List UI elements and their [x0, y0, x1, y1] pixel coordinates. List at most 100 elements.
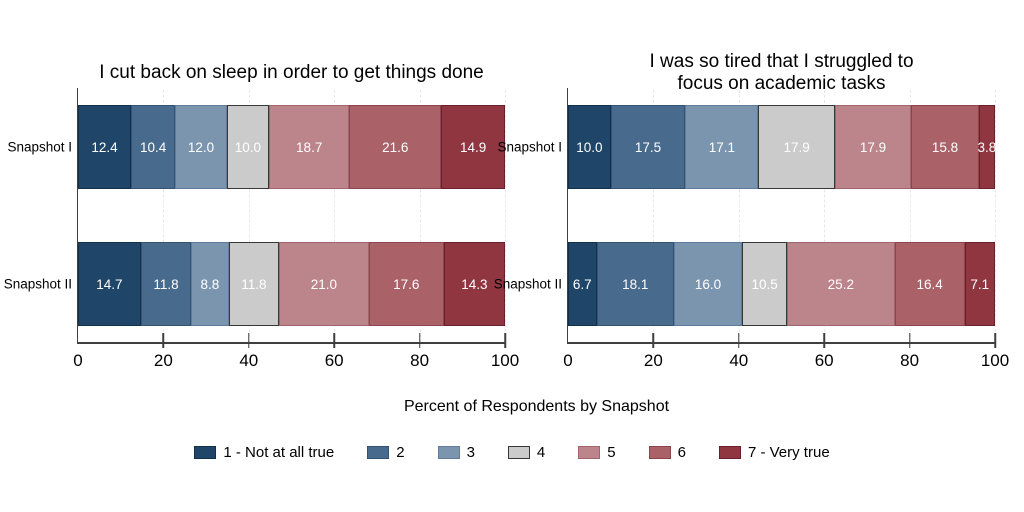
bar-segment: 15.8	[911, 105, 979, 189]
bar-segment: 21.0	[279, 242, 369, 326]
x-tick-mark	[652, 333, 655, 348]
bar-segment: 18.7	[269, 105, 350, 189]
legend-swatch	[437, 446, 460, 459]
bar-segment: 10.0	[568, 105, 611, 189]
bar-segment-value: 21.6	[382, 139, 409, 155]
bar-segment: 17.6	[368, 242, 444, 326]
bar-segment: 17.1	[685, 105, 759, 189]
bar-row: 6.7 18.1 16.0 10.5 25.2 16.4 7.1	[568, 242, 995, 326]
bar-segment: 8.8	[191, 242, 229, 326]
gridline	[163, 90, 165, 342]
x-tick-label: 60	[324, 351, 344, 370]
x-tick-mark	[418, 333, 421, 348]
bar-segment-value: 14.7	[96, 276, 123, 292]
x-tick-mark	[908, 333, 911, 348]
gridline	[248, 90, 250, 342]
bar-segment-value: 10.0	[576, 139, 603, 155]
legend-swatch	[367, 446, 390, 459]
x-tick-mark	[248, 333, 250, 348]
category-label: Snapshot II	[493, 276, 562, 292]
x-tick-mark	[738, 333, 740, 348]
bar-row: 12.4 10.4 12.0 10.0 18.7 21.6 14.9	[78, 105, 505, 189]
bar-segment-value: 10.0	[234, 139, 262, 155]
legend-swatch	[507, 446, 530, 459]
x-tick-mark	[333, 333, 335, 348]
legend-item: 1 - Not at all true	[194, 444, 334, 461]
bar-segment: 14.3	[443, 242, 505, 326]
x-tick-label: 40	[239, 351, 259, 370]
legend-item-label: 1 - Not at all true	[223, 444, 335, 461]
x-tick-mark	[162, 333, 165, 348]
legend-item-label: 2	[396, 444, 405, 461]
category-label: Snapshot I	[7, 139, 72, 155]
chart-left: I cut back on sleep in order to get thin…	[4, 0, 520, 512]
bar-segment: 6.7	[568, 242, 597, 326]
y-axis-line	[566, 88, 568, 343]
bar-segment: 25.2	[787, 242, 895, 326]
bar-segment-value: 12.0	[187, 139, 215, 155]
x-tick-label: 40	[729, 351, 749, 370]
legend-swatch	[194, 446, 217, 459]
bar-segment-value: 10.5	[751, 276, 778, 292]
bar-segment: 17.9	[834, 105, 912, 189]
bar-row: 10.0 17.5 17.1 17.9 17.9 15.8 3.8	[568, 105, 996, 189]
legend-swatch	[578, 446, 601, 459]
x-tick-label: 60	[814, 351, 834, 370]
x-tick-label: 20	[153, 351, 173, 370]
x-tick-label: 80	[410, 351, 430, 370]
bar-segment-value: 14.3	[461, 276, 488, 292]
bar-segment: 17.5	[610, 105, 686, 189]
bar-segment: 11.8	[140, 242, 192, 326]
bar-segment-value: 12.4	[91, 139, 118, 155]
gridline	[995, 90, 996, 342]
legend-item-label: 3	[466, 444, 475, 461]
bar-segment-value: 17.6	[393, 276, 420, 292]
x-axis-line	[76, 342, 505, 344]
bar-segment: 17.9	[758, 105, 835, 189]
bar-segment: 21.6	[349, 105, 442, 189]
gridline	[334, 90, 336, 342]
legend-item-label: 5	[607, 444, 616, 461]
legend-item-label: 6	[677, 444, 686, 461]
bar-segment: 11.8	[228, 242, 280, 326]
bar-segment-value: 14.9	[459, 139, 487, 155]
bar-segment: 12.0	[175, 105, 227, 189]
x-tick-mark	[994, 333, 996, 348]
bar-segment: 14.9	[441, 105, 505, 189]
bar-segment-value: 21.0	[310, 276, 338, 292]
bar-segment-value: 8.8	[200, 276, 220, 292]
gridline	[824, 90, 826, 342]
gridline	[505, 90, 506, 342]
x-tick-mark	[823, 333, 825, 348]
bar-segment: 16.4	[894, 242, 965, 326]
legend-swatch	[648, 446, 671, 459]
bar-segment-value: 11.8	[241, 276, 267, 292]
x-tick-label: 100	[980, 351, 1010, 370]
bar-segment: 18.1	[596, 242, 674, 326]
bar-segment-value: 11.8	[153, 276, 179, 292]
gridline	[909, 90, 911, 342]
x-tick-label: 100	[490, 351, 520, 370]
legend-item: 3	[437, 444, 475, 461]
chart-title: I cut back on sleep in order to get thin…	[99, 62, 484, 83]
y-axis-line	[76, 88, 78, 343]
bar-segment-value: 6.7	[572, 276, 592, 292]
bar-segment: 10.0	[226, 105, 270, 189]
gridline	[419, 90, 421, 342]
x-axis-label: Percent of Respondents by Snapshot	[403, 398, 670, 415]
bar-segment-value: 18.1	[622, 276, 649, 292]
bar-segment-value: 25.2	[827, 276, 854, 292]
legend-item: 5	[578, 444, 616, 461]
x-axis-line	[566, 342, 995, 344]
bar-segment: 14.7	[78, 242, 141, 326]
bar-segment-value: 15.8	[931, 139, 959, 155]
bar-segment-value: 17.9	[859, 139, 887, 155]
legend-swatch	[718, 446, 741, 459]
legend-item-label: 7 - Very true	[747, 444, 830, 461]
legend-item-label: 4	[536, 444, 546, 461]
x-tick-label: 20	[643, 351, 663, 370]
category-label: Snapshot II	[3, 276, 72, 292]
x-tick-label: 80	[900, 351, 920, 370]
bar-segment-value: 18.7	[296, 139, 323, 155]
